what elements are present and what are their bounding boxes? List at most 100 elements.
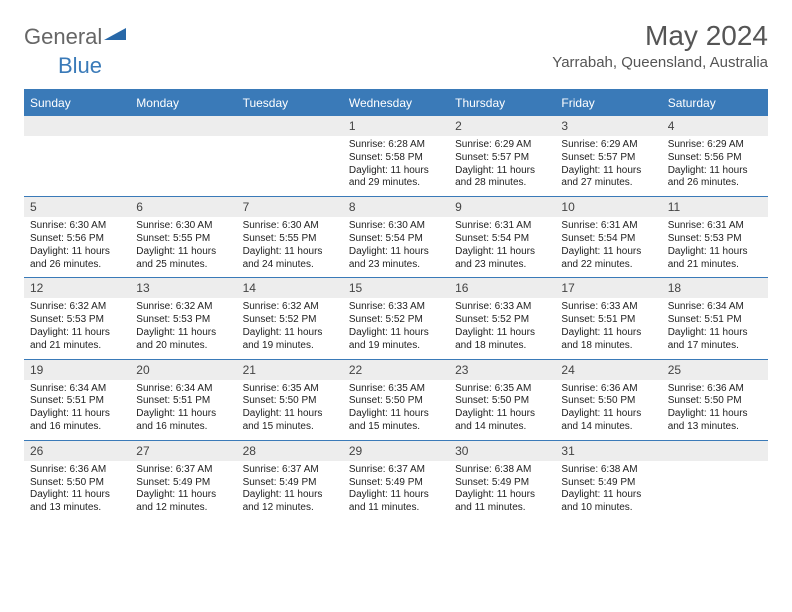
week-row: 5Sunrise: 6:30 AMSunset: 5:56 PMDaylight… xyxy=(24,197,768,278)
day-details: Sunrise: 6:31 AMSunset: 5:54 PMDaylight:… xyxy=(555,217,661,277)
day-details: Sunrise: 6:37 AMSunset: 5:49 PMDaylight:… xyxy=(130,461,236,521)
day-cell xyxy=(130,116,236,197)
day-number: 24 xyxy=(555,360,661,380)
day-cell xyxy=(237,116,343,197)
logo-text-2: Blue xyxy=(58,53,102,78)
day-number: 1 xyxy=(343,116,449,136)
day-cell: 20Sunrise: 6:34 AMSunset: 5:51 PMDayligh… xyxy=(130,359,236,440)
day-details: Sunrise: 6:29 AMSunset: 5:57 PMDaylight:… xyxy=(555,136,661,196)
logo-triangle-icon xyxy=(104,20,126,46)
day-header: Friday xyxy=(555,90,661,116)
day-cell: 31Sunrise: 6:38 AMSunset: 5:49 PMDayligh… xyxy=(555,440,661,521)
day-number: 2 xyxy=(449,116,555,136)
day-details: Sunrise: 6:34 AMSunset: 5:51 PMDaylight:… xyxy=(130,380,236,440)
day-details: Sunrise: 6:38 AMSunset: 5:49 PMDaylight:… xyxy=(449,461,555,521)
day-details: Sunrise: 6:34 AMSunset: 5:51 PMDaylight:… xyxy=(24,380,130,440)
day-details: Sunrise: 6:35 AMSunset: 5:50 PMDaylight:… xyxy=(343,380,449,440)
day-details: Sunrise: 6:28 AMSunset: 5:58 PMDaylight:… xyxy=(343,136,449,196)
day-cell: 10Sunrise: 6:31 AMSunset: 5:54 PMDayligh… xyxy=(555,197,661,278)
day-details: Sunrise: 6:30 AMSunset: 5:55 PMDaylight:… xyxy=(237,217,343,277)
day-cell: 17Sunrise: 6:33 AMSunset: 5:51 PMDayligh… xyxy=(555,278,661,359)
day-number: 29 xyxy=(343,441,449,461)
day-details: Sunrise: 6:30 AMSunset: 5:56 PMDaylight:… xyxy=(24,217,130,277)
day-number: 12 xyxy=(24,278,130,298)
title-block: May 2024 Yarrabah, Queensland, Australia xyxy=(552,20,768,71)
day-number: 6 xyxy=(130,197,236,217)
calendar-table: SundayMondayTuesdayWednesdayThursdayFrid… xyxy=(24,89,768,521)
day-cell: 1Sunrise: 6:28 AMSunset: 5:58 PMDaylight… xyxy=(343,116,449,197)
day-number: 5 xyxy=(24,197,130,217)
day-cell: 27Sunrise: 6:37 AMSunset: 5:49 PMDayligh… xyxy=(130,440,236,521)
day-header: Sunday xyxy=(24,90,130,116)
day-details: Sunrise: 6:36 AMSunset: 5:50 PMDaylight:… xyxy=(662,380,768,440)
day-details: Sunrise: 6:32 AMSunset: 5:53 PMDaylight:… xyxy=(24,298,130,358)
week-row: 12Sunrise: 6:32 AMSunset: 5:53 PMDayligh… xyxy=(24,278,768,359)
day-number: 13 xyxy=(130,278,236,298)
day-cell: 23Sunrise: 6:35 AMSunset: 5:50 PMDayligh… xyxy=(449,359,555,440)
day-number: 16 xyxy=(449,278,555,298)
day-number: 9 xyxy=(449,197,555,217)
day-number: 22 xyxy=(343,360,449,380)
day-number: 15 xyxy=(343,278,449,298)
day-details: Sunrise: 6:35 AMSunset: 5:50 PMDaylight:… xyxy=(449,380,555,440)
day-number: 19 xyxy=(24,360,130,380)
day-cell: 16Sunrise: 6:33 AMSunset: 5:52 PMDayligh… xyxy=(449,278,555,359)
day-cell: 19Sunrise: 6:34 AMSunset: 5:51 PMDayligh… xyxy=(24,359,130,440)
day-cell: 7Sunrise: 6:30 AMSunset: 5:55 PMDaylight… xyxy=(237,197,343,278)
day-header: Thursday xyxy=(449,90,555,116)
day-cell: 4Sunrise: 6:29 AMSunset: 5:56 PMDaylight… xyxy=(662,116,768,197)
day-number: 18 xyxy=(662,278,768,298)
day-header: Tuesday xyxy=(237,90,343,116)
day-number: 25 xyxy=(662,360,768,380)
day-cell: 18Sunrise: 6:34 AMSunset: 5:51 PMDayligh… xyxy=(662,278,768,359)
day-details: Sunrise: 6:33 AMSunset: 5:52 PMDaylight:… xyxy=(343,298,449,358)
day-cell: 5Sunrise: 6:30 AMSunset: 5:56 PMDaylight… xyxy=(24,197,130,278)
day-header: Saturday xyxy=(662,90,768,116)
day-cell: 12Sunrise: 6:32 AMSunset: 5:53 PMDayligh… xyxy=(24,278,130,359)
day-header: Monday xyxy=(130,90,236,116)
day-cell: 21Sunrise: 6:35 AMSunset: 5:50 PMDayligh… xyxy=(237,359,343,440)
day-cell: 14Sunrise: 6:32 AMSunset: 5:52 PMDayligh… xyxy=(237,278,343,359)
day-cell: 25Sunrise: 6:36 AMSunset: 5:50 PMDayligh… xyxy=(662,359,768,440)
logo: General xyxy=(24,20,126,54)
day-number: 21 xyxy=(237,360,343,380)
day-cell: 2Sunrise: 6:29 AMSunset: 5:57 PMDaylight… xyxy=(449,116,555,197)
location-text: Yarrabah, Queensland, Australia xyxy=(552,54,768,71)
day-cell: 3Sunrise: 6:29 AMSunset: 5:57 PMDaylight… xyxy=(555,116,661,197)
day-number: 20 xyxy=(130,360,236,380)
day-number: 11 xyxy=(662,197,768,217)
day-details: Sunrise: 6:36 AMSunset: 5:50 PMDaylight:… xyxy=(24,461,130,521)
day-details: Sunrise: 6:37 AMSunset: 5:49 PMDaylight:… xyxy=(237,461,343,521)
day-number: 14 xyxy=(237,278,343,298)
day-header-row: SundayMondayTuesdayWednesdayThursdayFrid… xyxy=(24,90,768,116)
day-cell: 6Sunrise: 6:30 AMSunset: 5:55 PMDaylight… xyxy=(130,197,236,278)
day-details: Sunrise: 6:29 AMSunset: 5:56 PMDaylight:… xyxy=(662,136,768,196)
day-details: Sunrise: 6:37 AMSunset: 5:49 PMDaylight:… xyxy=(343,461,449,521)
day-number: 4 xyxy=(662,116,768,136)
day-cell: 24Sunrise: 6:36 AMSunset: 5:50 PMDayligh… xyxy=(555,359,661,440)
day-number: 10 xyxy=(555,197,661,217)
day-number: 30 xyxy=(449,441,555,461)
day-number: 27 xyxy=(130,441,236,461)
day-cell: 13Sunrise: 6:32 AMSunset: 5:53 PMDayligh… xyxy=(130,278,236,359)
day-cell: 8Sunrise: 6:30 AMSunset: 5:54 PMDaylight… xyxy=(343,197,449,278)
day-details: Sunrise: 6:36 AMSunset: 5:50 PMDaylight:… xyxy=(555,380,661,440)
day-number: 23 xyxy=(449,360,555,380)
day-details: Sunrise: 6:34 AMSunset: 5:51 PMDaylight:… xyxy=(662,298,768,358)
day-details: Sunrise: 6:32 AMSunset: 5:52 PMDaylight:… xyxy=(237,298,343,358)
day-cell: 22Sunrise: 6:35 AMSunset: 5:50 PMDayligh… xyxy=(343,359,449,440)
month-title: May 2024 xyxy=(552,20,768,52)
day-number: 17 xyxy=(555,278,661,298)
day-header: Wednesday xyxy=(343,90,449,116)
day-cell: 11Sunrise: 6:31 AMSunset: 5:53 PMDayligh… xyxy=(662,197,768,278)
logo-text-1: General xyxy=(24,24,102,50)
day-cell: 26Sunrise: 6:36 AMSunset: 5:50 PMDayligh… xyxy=(24,440,130,521)
day-cell xyxy=(662,440,768,521)
day-details: Sunrise: 6:35 AMSunset: 5:50 PMDaylight:… xyxy=(237,380,343,440)
day-details: Sunrise: 6:30 AMSunset: 5:55 PMDaylight:… xyxy=(130,217,236,277)
day-cell: 9Sunrise: 6:31 AMSunset: 5:54 PMDaylight… xyxy=(449,197,555,278)
day-cell: 28Sunrise: 6:37 AMSunset: 5:49 PMDayligh… xyxy=(237,440,343,521)
day-number: 31 xyxy=(555,441,661,461)
day-number: 8 xyxy=(343,197,449,217)
day-details: Sunrise: 6:33 AMSunset: 5:51 PMDaylight:… xyxy=(555,298,661,358)
